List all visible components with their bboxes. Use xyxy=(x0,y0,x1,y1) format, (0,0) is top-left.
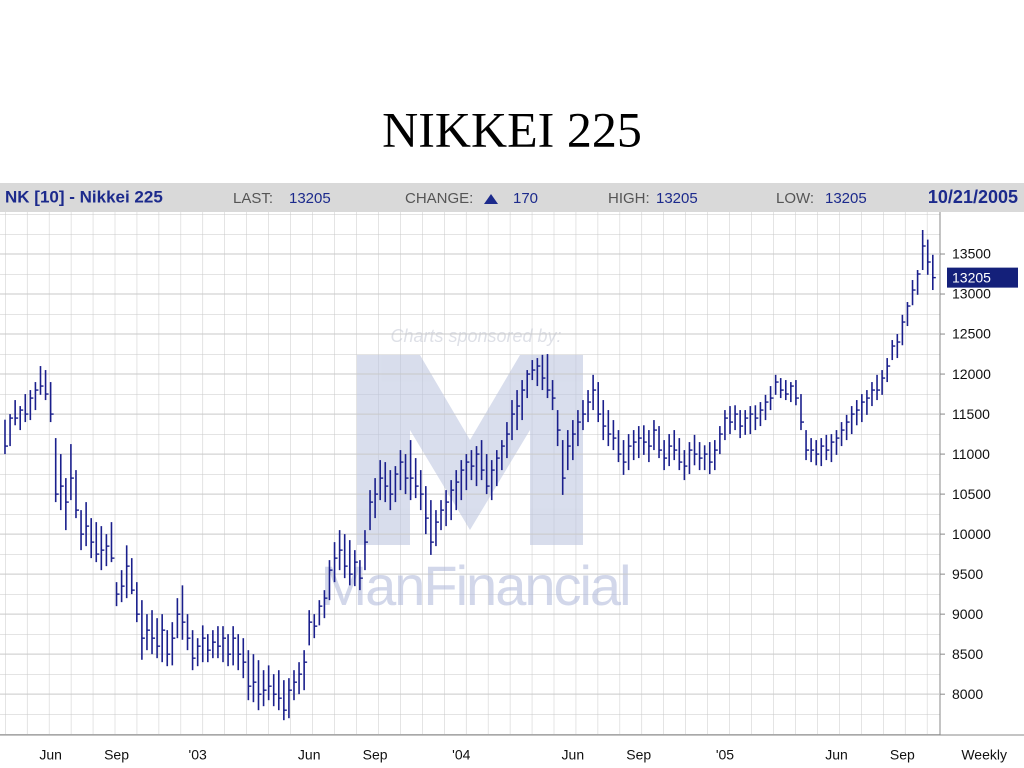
x-tick-label: Sep xyxy=(626,747,651,763)
last-value: 13205 xyxy=(289,190,331,207)
x-tick-label: Sep xyxy=(104,747,129,763)
price-marker xyxy=(947,267,1018,288)
x-tick-label: '03 xyxy=(189,747,207,763)
x-tick-label: '04 xyxy=(452,747,470,763)
symbol: NK [10] - Nikkei 225 xyxy=(5,187,163,206)
x-tick-label: Jun xyxy=(825,747,848,763)
header-bar xyxy=(0,183,1024,212)
x-axis-note: Weekly xyxy=(961,747,1007,763)
price-marker-label: 13205 xyxy=(952,269,991,285)
high-value: 13205 xyxy=(656,190,698,207)
low-label: LOW: xyxy=(776,190,814,207)
brand-text: ManFinancial xyxy=(320,554,629,617)
y-tick-label: 8500 xyxy=(952,646,983,662)
x-tick-label: Jun xyxy=(298,747,321,763)
y-tick-label: 13000 xyxy=(952,286,991,302)
y-tick-label: 10500 xyxy=(952,486,991,502)
y-tick-label: 12000 xyxy=(952,366,991,382)
logo xyxy=(357,355,583,545)
low-value: 13205 xyxy=(825,190,867,207)
y-tick-label: 8000 xyxy=(952,686,983,702)
y-tick-label: 11000 xyxy=(952,446,990,462)
x-tick-label: Sep xyxy=(890,747,915,763)
y-tick-label: 12500 xyxy=(952,326,991,342)
change-label: CHANGE: xyxy=(405,190,473,207)
sponsor-text: Charts sponsored by: xyxy=(390,326,561,346)
y-tick-label: 13500 xyxy=(952,246,991,262)
date: 10/21/2005 xyxy=(928,187,1018,207)
y-tick-label: 9500 xyxy=(952,566,983,582)
bars xyxy=(4,230,936,721)
x-tick-label: Jun xyxy=(39,747,62,763)
y-tick-label: 9000 xyxy=(952,606,983,622)
slide-title: NIKKEI 225 xyxy=(382,101,642,157)
x-tick-label: '05 xyxy=(716,747,734,763)
x-tick-label: Jun xyxy=(562,747,585,763)
high-label: HIGH: xyxy=(608,190,650,207)
x-tick-label: Sep xyxy=(363,747,388,763)
change-value: 170 xyxy=(513,190,538,207)
up-arrow xyxy=(484,194,498,204)
y-tick-label: 10000 xyxy=(952,526,991,542)
y-tick-label: 11500 xyxy=(952,406,990,422)
watermark: Charts sponsored by: ManFinancial xyxy=(320,326,631,617)
last-label: LAST: xyxy=(233,190,273,207)
